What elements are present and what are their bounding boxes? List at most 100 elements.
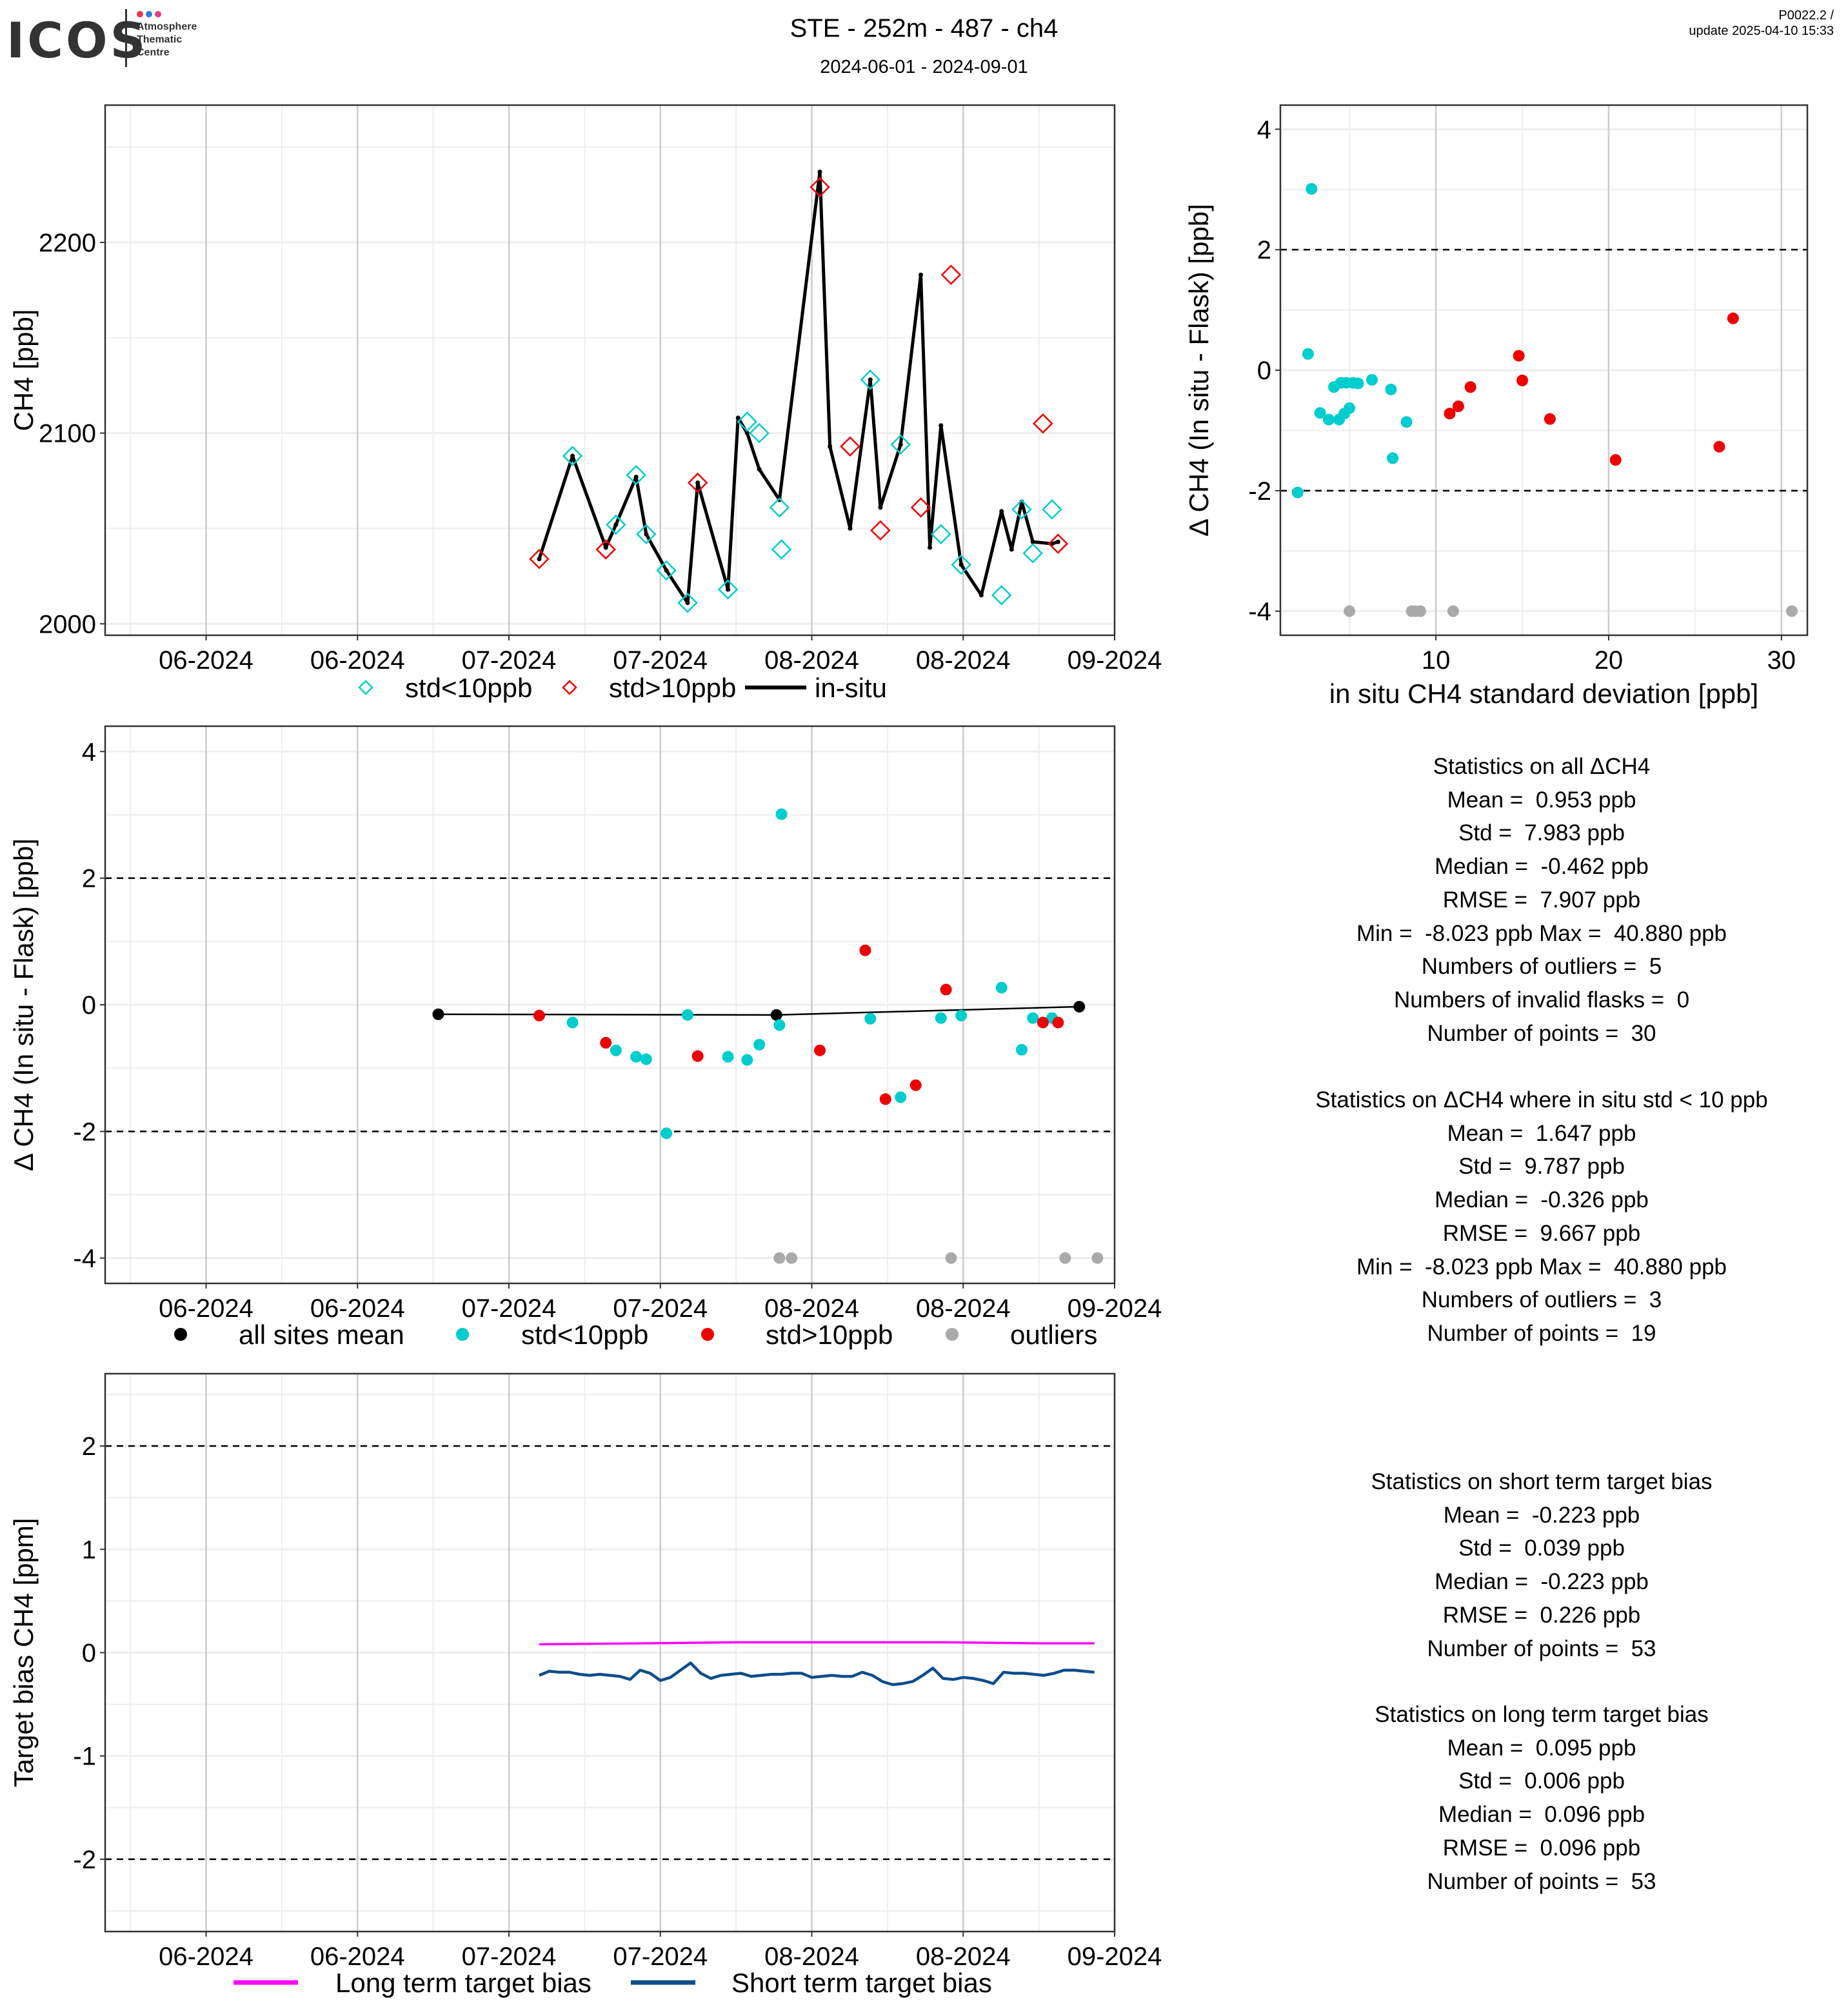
std-low-point (1385, 383, 1397, 395)
long-term-bias-line (539, 1641, 1095, 1646)
legend-key (701, 1328, 714, 1341)
std-low-marker (1022, 543, 1044, 564)
legend-key-std-high (562, 680, 577, 695)
y-tick-label: -1 (73, 1743, 96, 1771)
y-tick-label: -4 (73, 1245, 96, 1273)
y-tick-label: 2 (82, 865, 96, 893)
stats-rmse: RMSE = 0.096 ppb (1442, 1835, 1641, 1861)
stats-rmse: RMSE = 0.226 ppb (1442, 1602, 1641, 1628)
std-low-marker (771, 539, 792, 560)
std-high-marker (940, 264, 962, 285)
stats-mean: Mean = 0.095 ppb (1447, 1735, 1636, 1761)
std-high-point (1544, 413, 1556, 425)
y-tick-label: -2 (1248, 477, 1271, 506)
x-tick-label: 09-2024 (1068, 1943, 1162, 1971)
logo-subtitle: Atmosphere Thematic Centre (137, 21, 197, 59)
plot-frame (104, 725, 1116, 1285)
std-low-point (1306, 183, 1318, 195)
std-low-point (741, 1054, 753, 1066)
std-low-marker (769, 497, 790, 518)
stats-median: Median = -0.462 ppb (1435, 854, 1649, 880)
in-situ-point (828, 444, 833, 449)
outlier-point (786, 1252, 798, 1264)
x-tick-label: 07-2024 (613, 1294, 708, 1323)
all-sites-mean-point (770, 1009, 782, 1021)
std-high-point (1452, 400, 1464, 413)
x-tick-label: 08-2024 (916, 1943, 1011, 1971)
std-low-point (955, 1009, 968, 1022)
std-high-marker (910, 497, 931, 518)
outlier-point (1414, 605, 1426, 617)
std-low-point (661, 1127, 673, 1140)
y-tick-label: 2 (82, 1432, 96, 1461)
icos-logo: ICOS (6, 12, 148, 69)
legend-key (174, 1328, 187, 1341)
stats-invalid: Numbers of invalid flasks = 0 (1393, 987, 1690, 1013)
y-tick-label: 2000 (39, 610, 96, 638)
y-tick-label: 0 (1257, 357, 1271, 385)
std-high-point (1513, 350, 1525, 362)
std-low-point (773, 1019, 786, 1031)
legend-key-std-low (358, 680, 373, 695)
legend-label: std<10ppb (405, 673, 532, 703)
logo-dots (137, 9, 164, 21)
y-tick-label: 1 (82, 1536, 96, 1564)
stats-rmse: RMSE = 7.907 ppb (1442, 887, 1641, 913)
x-tick-label: 07-2024 (613, 646, 708, 675)
stats-title: Statistics on short term target bias (1371, 1469, 1713, 1494)
in-situ-point (919, 272, 924, 277)
std-high-marker (840, 436, 860, 457)
outlier-point (945, 1252, 957, 1264)
std-high-point (1464, 381, 1476, 393)
in-situ-point (726, 587, 731, 592)
std-low-point (1400, 416, 1413, 428)
y-tick-label: -4 (1248, 598, 1271, 626)
std-high-point (1444, 408, 1456, 420)
x-tick-label: 09-2024 (1068, 1294, 1162, 1323)
std-high-point (691, 1050, 704, 1062)
std-high-point (1037, 1016, 1049, 1029)
in-situ-point (959, 562, 964, 568)
all-sites-mean-point (432, 1008, 444, 1020)
outlier-point (1091, 1252, 1104, 1264)
stats-minmax: Min = -8.023 ppb Max = 40.880 ppb (1356, 1254, 1727, 1280)
std-low-point (1314, 407, 1326, 419)
x-tick-label: 06-2024 (159, 1294, 253, 1323)
std-low-point (682, 1009, 694, 1021)
y-tick-label: 4 (82, 738, 96, 766)
std-high-point (533, 1009, 545, 1022)
stats-median: Median = 0.096 ppb (1438, 1802, 1645, 1828)
x-tick-label: 06-2024 (159, 1943, 253, 1971)
std-low-point (753, 1038, 766, 1051)
in-situ-point (633, 475, 639, 480)
stats-std10-panel: Statistics on ΔCH4 where in situ std < 1… (1219, 1083, 1848, 1350)
stats-std: Std = 0.006 ppb (1458, 1768, 1625, 1794)
y-tick-label: 2100 (39, 420, 96, 448)
stats-short-panel: Statistics on short term target bias Mean… (1219, 1465, 1848, 1665)
std-low-point (935, 1012, 947, 1024)
std-low-marker (931, 524, 951, 545)
stats-median: Median = -0.326 ppb (1435, 1187, 1649, 1213)
std-low-marker (860, 370, 881, 390)
std-low-marker (626, 464, 646, 486)
std-high-marker (595, 539, 617, 560)
stats-std: Std = 7.983 ppb (1458, 820, 1625, 846)
logo-subtitle-line: Thematic (137, 34, 183, 45)
std-high-point (1727, 312, 1739, 324)
std-high-point (600, 1036, 612, 1049)
x-tick-label: 30 (1767, 646, 1796, 675)
in-situ-point (1030, 539, 1035, 544)
y-axis-label: Δ CH4 (In situ - Flask) [ppb] (1184, 204, 1214, 537)
in-situ-point (878, 505, 883, 510)
std-low-point (864, 1013, 877, 1025)
outlier-point (1785, 605, 1798, 617)
in-situ-point (757, 467, 762, 472)
stats-outliers: Numbers of outliers = 5 (1421, 954, 1662, 980)
std-high-point (859, 944, 871, 956)
std-high-marker (870, 520, 891, 541)
stats-title: Statistics on long term target bias (1375, 1702, 1709, 1727)
stats-title: Statistics on ΔCH4 where in situ std < 1… (1315, 1087, 1768, 1112)
in-situ-point (898, 442, 903, 447)
plot-frame (104, 104, 1116, 637)
